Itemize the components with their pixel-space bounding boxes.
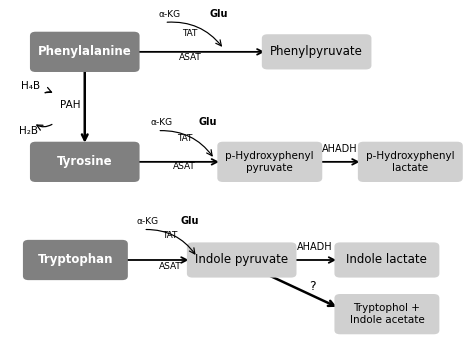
Text: p-Hydroxyphenyl
pyruvate: p-Hydroxyphenyl pyruvate bbox=[226, 151, 314, 173]
Text: Tryptophan: Tryptophan bbox=[37, 254, 113, 267]
Text: ASAT: ASAT bbox=[173, 162, 196, 171]
Text: α-KG: α-KG bbox=[137, 217, 159, 226]
Text: Indole pyruvate: Indole pyruvate bbox=[195, 254, 288, 267]
FancyBboxPatch shape bbox=[262, 34, 372, 69]
Text: Tryptophol +
Indole acetate: Tryptophol + Indole acetate bbox=[349, 303, 424, 325]
Text: TAT: TAT bbox=[162, 231, 178, 240]
Text: α-KG: α-KG bbox=[151, 118, 173, 127]
Text: Indole lactate: Indole lactate bbox=[346, 254, 428, 267]
Text: PAH: PAH bbox=[60, 100, 81, 110]
Text: TAT: TAT bbox=[182, 29, 198, 38]
FancyBboxPatch shape bbox=[217, 142, 322, 182]
Text: AHADH: AHADH bbox=[297, 242, 333, 252]
Text: Glu: Glu bbox=[198, 117, 217, 127]
FancyBboxPatch shape bbox=[335, 243, 439, 278]
Text: Glu: Glu bbox=[181, 216, 200, 226]
Text: p-Hydroxyphenyl
lactate: p-Hydroxyphenyl lactate bbox=[366, 151, 455, 173]
FancyBboxPatch shape bbox=[358, 142, 463, 182]
Text: Phenylpyruvate: Phenylpyruvate bbox=[270, 45, 363, 58]
Text: ?: ? bbox=[309, 280, 315, 292]
Text: AHADH: AHADH bbox=[322, 144, 357, 154]
Text: ASAT: ASAT bbox=[159, 261, 182, 271]
FancyBboxPatch shape bbox=[30, 32, 139, 72]
FancyBboxPatch shape bbox=[335, 294, 439, 334]
Text: H₂B: H₂B bbox=[19, 126, 38, 136]
Text: Tyrosine: Tyrosine bbox=[57, 155, 112, 168]
Text: α-KG: α-KG bbox=[158, 10, 180, 19]
FancyBboxPatch shape bbox=[23, 240, 128, 280]
FancyBboxPatch shape bbox=[30, 142, 139, 182]
Text: ASAT: ASAT bbox=[179, 53, 201, 62]
Text: Phenylalanine: Phenylalanine bbox=[38, 45, 132, 58]
Text: TAT: TAT bbox=[177, 134, 192, 143]
Text: H₄B: H₄B bbox=[21, 81, 40, 91]
Text: Glu: Glu bbox=[209, 9, 228, 19]
FancyBboxPatch shape bbox=[187, 243, 297, 278]
